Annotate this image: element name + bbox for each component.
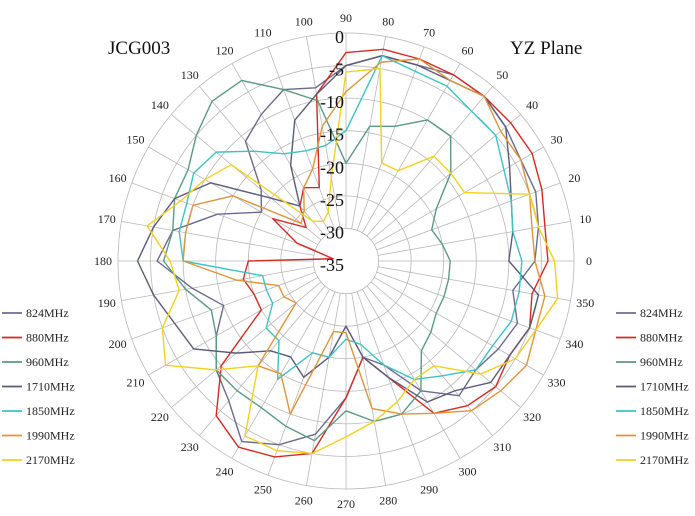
grid-spoke (361, 63, 461, 233)
radial-tick-label: -35 (320, 255, 344, 275)
angle-label: 120 (216, 44, 234, 58)
angle-label: 150 (127, 133, 145, 147)
angle-label: 320 (523, 410, 541, 424)
radial-tick-label: -25 (320, 190, 344, 210)
series-1850MHz (178, 55, 523, 381)
grid-spoke (376, 271, 561, 340)
angle-label: 130 (181, 68, 199, 82)
grid-spoke (199, 285, 326, 436)
legend-label: 1850MHz (26, 404, 75, 418)
legend-label: 1710MHz (26, 380, 75, 394)
grid-spoke (171, 114, 322, 241)
grid-spoke (351, 293, 386, 486)
radial-tick-labels: 0 -5 -10 -15 -20 -25 -30 -35 (320, 27, 344, 275)
angle-label: 70 (423, 26, 435, 40)
legend-label: 960MHz (640, 355, 683, 369)
series-1990MHz (182, 58, 546, 415)
angle-label: 220 (151, 410, 169, 424)
legend-right: 824MHz 880MHz 960MHz 1710MHz 1850MHz 1990MHz 2… (616, 306, 689, 467)
angle-label: 170 (98, 212, 116, 226)
angle-label: 180 (94, 254, 112, 268)
angle-label: 350 (576, 296, 594, 310)
grid-spoke (267, 46, 336, 231)
angle-label: 270 (337, 497, 355, 511)
series-960MHz (162, 79, 452, 442)
legend-label: 2170MHz (640, 453, 689, 467)
grid-spoke (306, 36, 341, 229)
radial-tick-label: -20 (320, 157, 344, 177)
legend-label: 960MHz (26, 355, 69, 369)
angle-label: 10 (579, 212, 591, 226)
series-880MHz (215, 48, 549, 458)
angle-label: 300 (459, 464, 477, 478)
angle-label: 0 (586, 254, 592, 268)
grid-spoke (361, 289, 461, 459)
angle-label: 110 (254, 26, 272, 40)
angle-label: 140 (151, 98, 169, 112)
grid-spoke (148, 276, 318, 376)
angle-label: 340 (565, 337, 583, 351)
angle-label: 210 (127, 376, 145, 390)
angle-label: 60 (462, 44, 474, 58)
legend-label: 880MHz (26, 331, 69, 345)
legend-label: 824MHz (640, 306, 683, 320)
angle-label: 200 (109, 337, 127, 351)
grid-spoke (131, 182, 316, 251)
legend-label: 2170MHz (26, 453, 75, 467)
grid-spoke (370, 281, 521, 408)
grid-spoke (171, 281, 322, 408)
angle-label: 330 (547, 376, 565, 390)
radial-tick-label: 0 (335, 27, 344, 47)
angle-label: 100 (295, 15, 313, 29)
chart-title-right: YZ Plane (510, 38, 582, 59)
angle-label: 80 (382, 15, 394, 29)
angle-label: 250 (254, 482, 272, 496)
angle-label: 160 (109, 171, 127, 185)
radial-tick-label: -5 (329, 60, 344, 80)
angle-label: 230 (181, 440, 199, 454)
legend-label: 1710MHz (640, 380, 689, 394)
radial-tick-label: -15 (320, 125, 344, 145)
legend-left: 824MHz 880MHz 960MHz 1710MHz 1850MHz 1990MHz 2… (2, 306, 75, 467)
legend-label: 1850MHz (640, 404, 689, 418)
angle-labels: 0 10 20 30 40 50 60 70 80 90 100 110 120 130 140 150 160… (94, 11, 594, 511)
series-824MHz (156, 55, 540, 446)
angle-label: 290 (420, 482, 438, 496)
legend-label: 880MHz (640, 331, 683, 345)
grid-spoke (356, 291, 425, 476)
chart-title-left: JCG003 (108, 38, 170, 59)
angle-label: 50 (496, 68, 508, 82)
angle-label: 40 (526, 98, 538, 112)
grid-spoke (231, 63, 331, 233)
angle-label: 260 (295, 493, 313, 507)
angle-label: 280 (379, 493, 397, 507)
series-layer (136, 48, 559, 458)
series-2170MHz (146, 67, 559, 455)
grid-spoke (374, 276, 544, 376)
angle-label: 20 (568, 171, 580, 185)
legend-label: 824MHz (26, 306, 69, 320)
legend-label: 1990MHz (640, 429, 689, 443)
legend-label: 1990MHz (26, 429, 75, 443)
grid-spoke (356, 46, 425, 231)
angle-label: 30 (550, 133, 562, 147)
grid-spoke (374, 146, 544, 246)
radial-tick-label: -10 (320, 92, 344, 112)
angle-label: 90 (340, 11, 352, 25)
grid-spoke (366, 86, 493, 237)
angle-label: 190 (98, 296, 116, 310)
angle-label: 240 (216, 464, 234, 478)
angle-label: 310 (493, 440, 511, 454)
radial-tick-label: -30 (320, 222, 344, 242)
